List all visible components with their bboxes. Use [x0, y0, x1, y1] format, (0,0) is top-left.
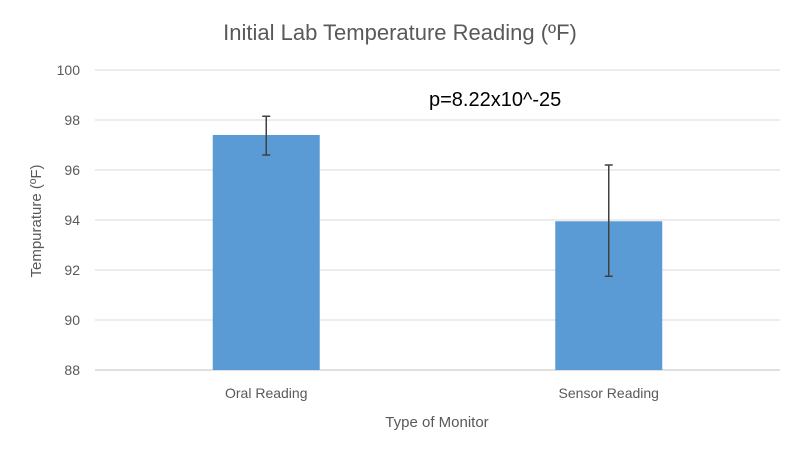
chart-title: Initial Lab Temperature Reading (ºF) [223, 20, 577, 45]
x-axis-ticks: Oral Reading Sensor Reading [225, 385, 659, 401]
gridlines [95, 69, 780, 371]
y-tick-label: 92 [64, 262, 80, 278]
y-tick-label: 88 [64, 362, 80, 378]
bar [212, 135, 320, 370]
x-axis-title: Type of Monitor [385, 414, 488, 431]
y-tick-label: 100 [57, 62, 81, 78]
y-tick-label: 94 [64, 212, 80, 228]
y-axis-ticks: 88 90 92 94 96 98 100 [57, 62, 81, 378]
x-tick-label: Sensor Reading [559, 385, 659, 401]
p-value-annotation: p=8.22x10^-25 [429, 89, 561, 111]
y-tick-label: 90 [64, 312, 80, 328]
x-tick-label: Oral Reading [225, 385, 308, 401]
y-tick-label: 96 [64, 162, 80, 178]
y-tick-label: 98 [64, 112, 80, 128]
y-axis-title: Tempurature (ºF) [28, 164, 45, 277]
error-bars [262, 115, 613, 277]
